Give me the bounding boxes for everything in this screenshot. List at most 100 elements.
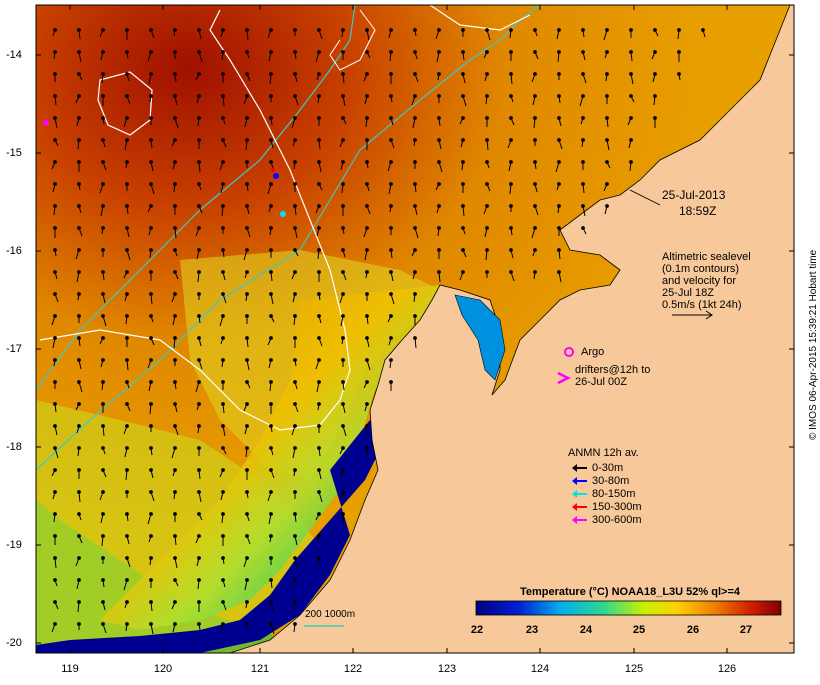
velocity-arrow-head	[461, 72, 465, 76]
velocity-arrow-head	[245, 160, 249, 164]
velocity-arrow-head	[53, 72, 57, 76]
velocity-arrow-head	[149, 424, 153, 428]
deep-blue	[36, 420, 380, 653]
velocity-arrow-head	[269, 490, 273, 494]
velocity-arrow-head	[245, 314, 249, 318]
velocity-arrow-head	[509, 226, 513, 230]
velocity-arrow-head	[317, 534, 321, 538]
altimetry-line: 0.5m/s (1kt 24h)	[662, 299, 742, 311]
velocity-arrow-head	[77, 512, 81, 516]
velocity-arrow-head	[125, 402, 129, 406]
velocity-arrow-head	[293, 600, 297, 604]
mooring-blue	[273, 173, 279, 179]
velocity-arrow-head	[101, 182, 105, 186]
velocity-arrow-head	[101, 446, 105, 450]
velocity-arrow-head	[245, 116, 249, 120]
velocity-arrow-head	[317, 468, 321, 472]
velocity-arrow-head	[197, 314, 201, 318]
velocity-arrow-head	[389, 50, 393, 54]
velocity-arrow-head	[293, 94, 297, 98]
velocity-arrow-head	[605, 182, 609, 186]
velocity-arrow-head	[341, 94, 345, 98]
velocity-arrow-head	[197, 94, 201, 98]
velocity-arrow-head	[125, 226, 129, 230]
velocity-arrow-head	[365, 380, 369, 384]
velocity-arrow-head	[509, 28, 513, 32]
velocity-arrow-head	[77, 204, 81, 208]
velocity-arrow-head	[317, 226, 321, 230]
anmn-legend-label: 0-30m	[592, 462, 624, 474]
velocity-arrow-head	[269, 116, 273, 120]
velocity-arrow-head	[53, 556, 57, 560]
velocity-arrow-head	[53, 204, 57, 208]
velocity-arrow-head	[149, 468, 153, 472]
velocity-arrow-head	[245, 94, 249, 98]
velocity-arrow-head	[437, 182, 441, 186]
velocity-arrow-head	[53, 490, 57, 494]
isobath-label: 200 1000m	[305, 609, 356, 620]
velocity-arrow-head	[173, 270, 177, 274]
velocity-arrow-head	[581, 204, 585, 208]
arrow-icon	[572, 516, 588, 525]
velocity-arrow-head	[101, 622, 105, 626]
velocity-arrow-head	[173, 28, 177, 32]
velocity-arrow-head	[557, 248, 561, 252]
velocity-arrow-head	[293, 336, 297, 340]
velocity-arrow-head	[269, 160, 273, 164]
velocity-arrow-head	[197, 248, 201, 252]
velocity-arrow-head	[221, 600, 225, 604]
velocity-arrow-head	[53, 402, 57, 406]
velocity-arrow-head	[173, 578, 177, 582]
velocity-arrow-head	[677, 50, 681, 54]
velocity-arrow-head	[485, 50, 489, 54]
x-tick-label: 122	[343, 663, 363, 675]
velocity-arrow-head	[149, 204, 153, 208]
velocity-arrow-head	[509, 270, 513, 274]
velocity-arrow-head	[125, 314, 129, 318]
velocity-arrow-head	[101, 402, 105, 406]
velocity-arrow-head	[53, 534, 57, 538]
velocity-arrow-head	[197, 72, 201, 76]
nearshore	[100, 285, 440, 630]
velocity-arrow-head	[317, 490, 321, 494]
velocity-arrow-head	[173, 138, 177, 142]
velocity-arrow-head	[221, 380, 225, 384]
velocity-arrow-head	[197, 50, 201, 54]
velocity-arrow-head	[485, 138, 489, 142]
velocity-arrow-head	[221, 138, 225, 142]
velocity-arrow-head	[101, 160, 105, 164]
velocity-arrow-head	[437, 138, 441, 142]
velocity-arrow-head	[149, 578, 153, 582]
arrow-icon	[572, 477, 588, 486]
velocity-arrow-head	[245, 138, 249, 142]
velocity-arrow-head	[629, 138, 633, 142]
velocity-arrow-head	[293, 270, 297, 274]
velocity-arrow-head	[77, 556, 81, 560]
velocity-arrow-head	[389, 138, 393, 142]
velocity-arrow-head	[269, 336, 273, 340]
velocity-arrow-head	[77, 446, 81, 450]
velocity-arrow-head	[125, 600, 129, 604]
velocity-arrow-head	[245, 490, 249, 494]
velocity-arrow-head	[149, 380, 153, 384]
velocity-arrow-head	[317, 72, 321, 76]
velocity-arrow-head	[533, 94, 537, 98]
anmn-legend-item: 80-150m	[572, 488, 635, 500]
velocity-arrow-head	[125, 556, 129, 560]
velocity-arrow-head	[197, 116, 201, 120]
velocity-arrow-head	[245, 358, 249, 362]
velocity-arrow-head	[389, 204, 393, 208]
velocity-arrow-head	[245, 182, 249, 186]
velocity-arrow-head	[173, 204, 177, 208]
velocity-arrow-head	[341, 160, 345, 164]
sealevel-contour-3	[429, 4, 531, 31]
velocity-arrow-head	[437, 116, 441, 120]
velocity-arrow-head	[341, 446, 345, 450]
velocity-arrow-head	[125, 622, 129, 626]
velocity-arrow-head	[77, 402, 81, 406]
velocity-arrow-head	[269, 358, 273, 362]
velocity-arrow-head	[341, 138, 345, 142]
colorbar-title: Temperature (°C) NOAA18_L3U 52% ql>=4	[520, 586, 740, 598]
velocity-arrow-head	[389, 358, 393, 362]
velocity-arrow-head	[365, 336, 369, 340]
